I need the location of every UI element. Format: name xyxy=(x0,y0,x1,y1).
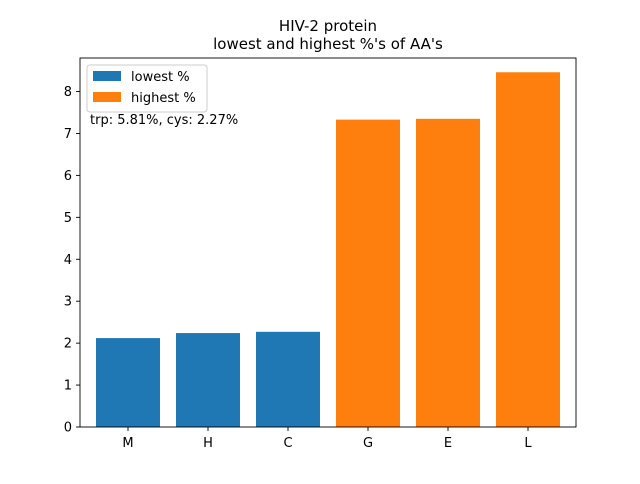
legend-label-highest: highest % xyxy=(131,91,196,106)
x-tick-label-C: C xyxy=(283,436,292,451)
x-tick-label-M: M xyxy=(122,436,133,451)
x-tick-label-G: G xyxy=(363,436,373,451)
y-tick-label: 5 xyxy=(64,211,72,226)
y-tick-label: 7 xyxy=(64,127,72,142)
y-axis: 0 1 2 3 4 5 6 7 8 xyxy=(64,85,80,436)
legend-swatch-highest xyxy=(93,92,121,102)
annotation-text: trp: 5.81%, cys: 2.27% xyxy=(90,113,238,128)
bar-M xyxy=(96,338,160,427)
legend: lowest % highest % xyxy=(86,64,208,113)
plot-frame xyxy=(79,57,577,428)
y-tick-label: 0 xyxy=(64,421,72,436)
bar-G xyxy=(336,119,400,427)
y-tick-label: 4 xyxy=(64,253,72,268)
bar-E xyxy=(416,118,480,428)
x-tick-label-L: L xyxy=(524,436,532,451)
y-tick-label: 3 xyxy=(64,295,72,310)
y-tick-label: 1 xyxy=(64,379,72,394)
bar-H xyxy=(176,333,240,427)
x-tick-label-E: E xyxy=(444,436,452,451)
chart-title-line1: HIV-2 protein xyxy=(279,17,377,35)
y-tick-label: 8 xyxy=(64,85,72,100)
bars-group xyxy=(96,72,560,428)
bar-C xyxy=(256,331,320,427)
legend-swatch-lowest xyxy=(93,71,121,81)
legend-label-lowest: lowest % xyxy=(131,70,190,85)
y-tick-label: 2 xyxy=(64,337,72,352)
x-tick-label-H: H xyxy=(203,436,213,451)
y-tick-label: 6 xyxy=(64,169,72,184)
bar-L xyxy=(496,72,560,427)
chart-title-line2: lowest and highest %'s of AA's xyxy=(213,35,443,53)
